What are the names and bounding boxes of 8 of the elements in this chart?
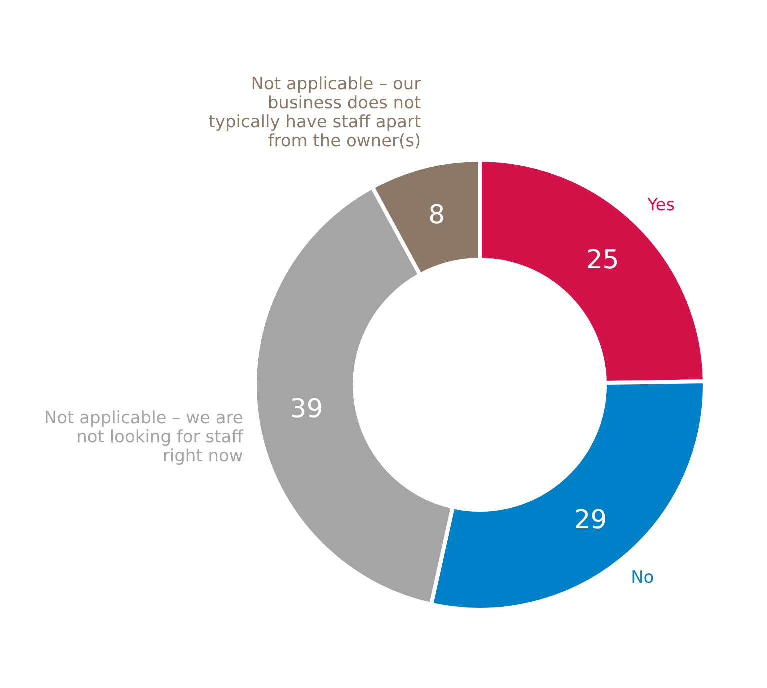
- data-label: 8: [428, 200, 446, 230]
- data-label: 29: [574, 506, 608, 536]
- slice-label: Yes: [646, 196, 676, 216]
- data-label: 39: [290, 394, 324, 424]
- slice-label: Not applicable – we are not looking for staff right now: [44, 408, 245, 466]
- slice-label: No: [631, 568, 654, 588]
- data-label: 25: [586, 245, 620, 276]
- slice-label: Not applicable – our business does not typically have staff apart from the owner(s): [208, 74, 422, 152]
